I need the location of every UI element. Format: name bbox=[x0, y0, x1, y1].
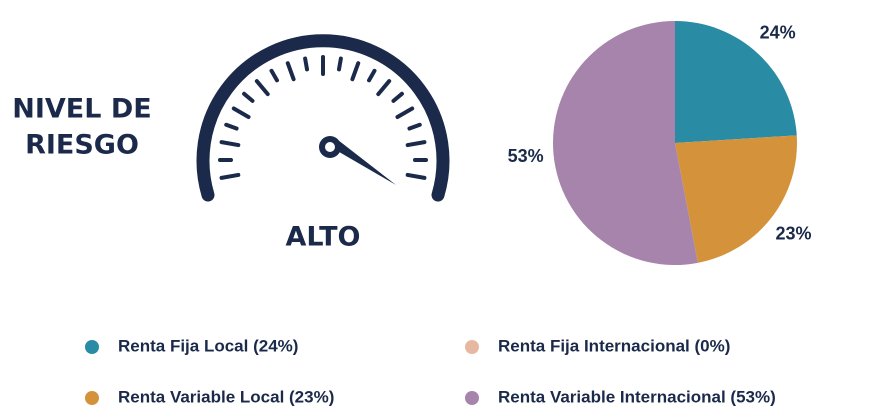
gauge-tick bbox=[231, 106, 251, 119]
gauge-tick bbox=[303, 56, 310, 72]
legend: Renta Fija Local (24%) Renta Fija Interna… bbox=[85, 336, 776, 406]
gauge-tick bbox=[242, 91, 255, 103]
data-label: 24% bbox=[760, 22, 796, 42]
legend-swatch bbox=[85, 340, 99, 354]
gauge-arc bbox=[196, 34, 450, 202]
gauge-needle bbox=[322, 140, 396, 185]
gauge-title-line: RIESGO bbox=[25, 130, 139, 161]
gauge-tick bbox=[224, 122, 239, 131]
legend-label: Renta Fija Internacional (0%) bbox=[498, 336, 730, 355]
gauge-tick bbox=[367, 68, 377, 83]
gauge-tick bbox=[405, 172, 427, 180]
gauge-tick bbox=[395, 106, 415, 119]
legend-label: Renta Fija Local (24%) bbox=[118, 336, 298, 355]
gauge-tick bbox=[407, 122, 422, 131]
gauge-level: ALTO bbox=[285, 222, 360, 253]
gauge-tick bbox=[219, 140, 241, 148]
gauge-ticks bbox=[218, 55, 428, 180]
gauge-tick bbox=[219, 172, 241, 180]
gauge-hub-hole bbox=[325, 142, 335, 152]
gauge-tick bbox=[391, 91, 404, 103]
gauge-tick bbox=[350, 61, 361, 82]
gauge-title-line: NIVEL DE bbox=[12, 94, 151, 125]
gauge-tick bbox=[405, 140, 427, 148]
pie-slice bbox=[675, 135, 797, 263]
legend-swatch bbox=[85, 391, 99, 405]
legend-label: Renta Variable Internacional (53%) bbox=[498, 387, 776, 406]
pie: 24% 23% 53% bbox=[508, 21, 812, 266]
gauge-tick bbox=[376, 79, 392, 97]
gauge-tick bbox=[336, 56, 343, 72]
pie-slice bbox=[552, 21, 698, 266]
legend-swatch bbox=[465, 340, 479, 354]
data-label: 23% bbox=[776, 224, 812, 244]
data-label: 53% bbox=[508, 146, 544, 166]
gauge-tick bbox=[285, 61, 296, 82]
gauge-tick bbox=[254, 79, 270, 97]
legend-label: Renta Variable Local (23%) bbox=[118, 387, 334, 406]
gauge-tick bbox=[269, 68, 279, 83]
pie-slice bbox=[675, 21, 797, 143]
legend-swatch bbox=[465, 391, 479, 405]
